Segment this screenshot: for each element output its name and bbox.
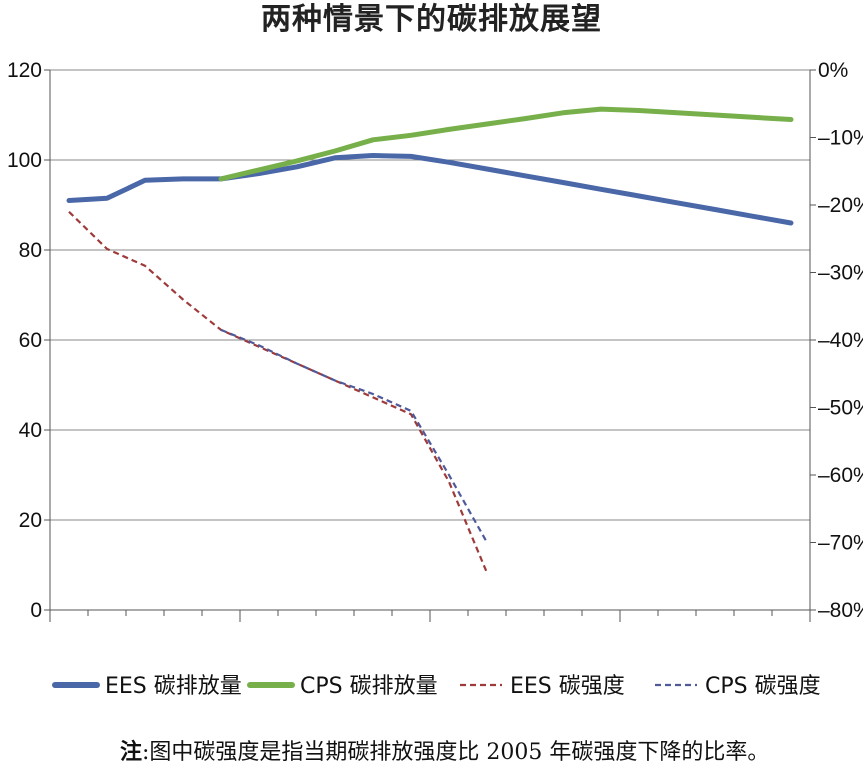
right-tick-label: –20% (818, 194, 863, 217)
series-line-1 (66, 153, 794, 226)
legend-label: CPS 碳强度 (705, 674, 821, 699)
right-tick-label: –40% (818, 329, 863, 352)
legend-label: CPS 碳排放量 (300, 674, 438, 699)
axes (44, 69, 816, 622)
footnote-text: :图中碳强度是指当期碳排放强度比 2005 年碳强度下降的比率。 (142, 740, 770, 765)
line-chart: 0 20 40 60 80 100 120 0% –10% –20% –30% –40% –50% –6… (7, 59, 863, 699)
gridlines (50, 69, 810, 521)
right-tick-label: –30% (818, 262, 863, 285)
right-tick-label: –70% (818, 532, 863, 555)
right-tick-label: –10% (818, 127, 863, 150)
left-tick-label: 60 (19, 329, 42, 352)
right-tick-label: –60% (818, 464, 863, 487)
left-tick-label: 40 (19, 419, 42, 442)
legend-label: EES 碳排放量 (105, 674, 242, 699)
left-axis-ticks: 0 20 40 60 80 100 120 (7, 59, 42, 622)
footnote: 注:图中碳强度是指当期碳排放强度比 2005 年碳强度下降的比率。 (120, 732, 863, 772)
left-tick-label: 0 (30, 599, 42, 622)
left-tick-label: 20 (19, 509, 42, 532)
right-tick-label: –80% (818, 599, 863, 622)
legend: EES 碳排放量 CPS 碳排放量 EES 碳强度 CPS 碳强度 (52, 674, 821, 699)
chart-title: 两种情景下的碳排放展望 (261, 2, 602, 37)
series-line-3 (68, 211, 489, 574)
footnote-label: 注 (120, 739, 143, 765)
right-tick-label: 0% (818, 59, 848, 82)
legend-label: EES 碳强度 (510, 674, 625, 699)
series-line-2 (218, 106, 794, 182)
series-lines (66, 106, 794, 574)
left-tick-label: 100 (7, 149, 42, 172)
right-axis-ticks: 0% –10% –20% –30% –40% –50% –60% –70% –80% (818, 59, 863, 622)
series-line-4 (220, 328, 488, 544)
left-tick-label: 80 (19, 239, 42, 262)
right-tick-label: –50% (818, 397, 863, 420)
left-tick-label: 120 (7, 59, 42, 82)
